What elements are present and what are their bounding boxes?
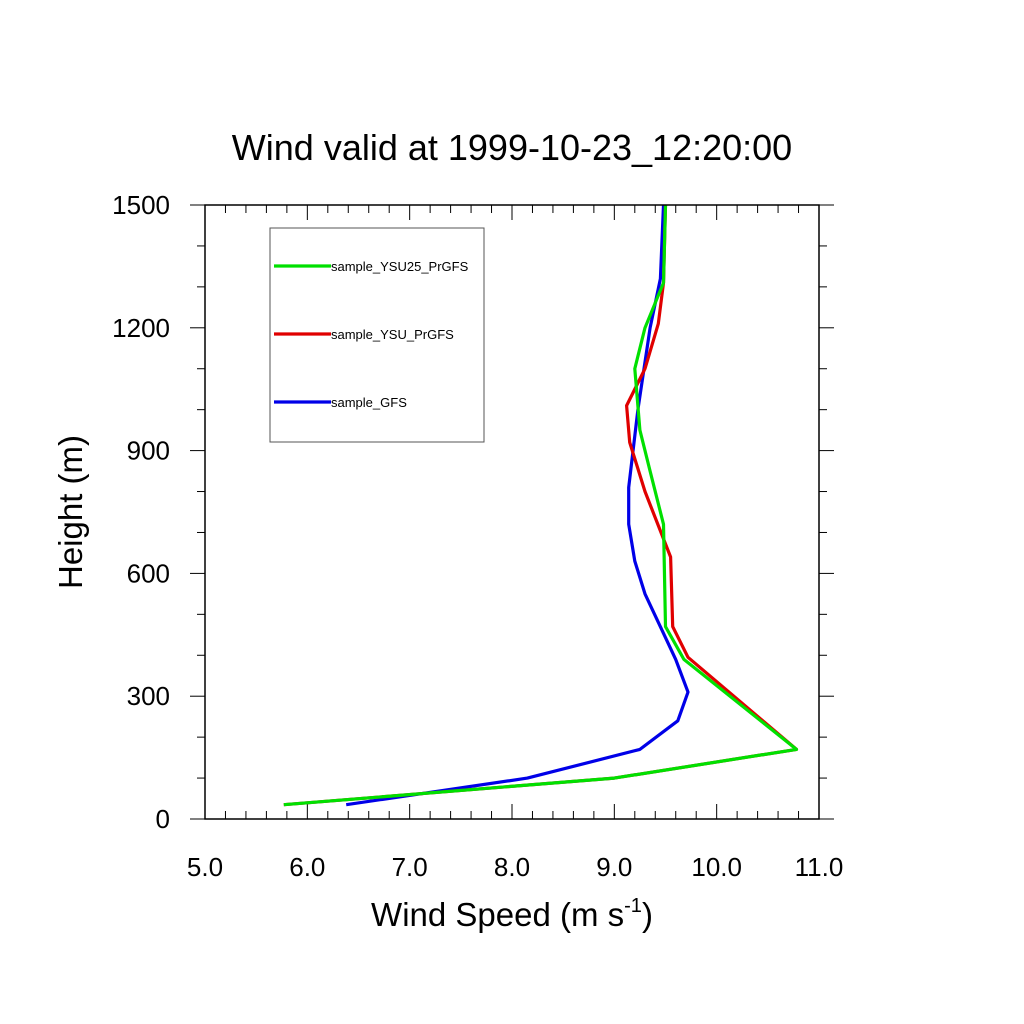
x-tick-label: 8.0 bbox=[494, 852, 530, 882]
series-line-sample_GFS bbox=[345, 204, 690, 807]
x-tick-label: 9.0 bbox=[596, 852, 632, 882]
y-tick-label: 1200 bbox=[112, 313, 170, 343]
y-tick-label: 900 bbox=[127, 436, 170, 466]
x-tick-label: 11.0 bbox=[795, 852, 844, 882]
legend-label: sample_YSU_PrGFS bbox=[331, 327, 454, 342]
y-tick-label: 1500 bbox=[112, 190, 170, 220]
y-tick-label: 0 bbox=[156, 804, 170, 834]
x-tick-labels: 5.0 6.0 7.0 8.0 9.0 10.0 11.0 bbox=[187, 852, 843, 882]
x-tick-label: 7.0 bbox=[392, 852, 428, 882]
y-tick-labels: 0 300 600 900 1200 1500 bbox=[112, 190, 170, 834]
legend: sample_YSU25_PrGFS sample_YSU_PrGFSsample… bbox=[269, 227, 485, 443]
x-axis-label-close: ) bbox=[642, 896, 653, 933]
x-tick-label: 5.0 bbox=[187, 852, 223, 882]
x-axis-label: Wind Speed (m s-1) bbox=[371, 895, 653, 933]
x-tick-label: 10.0 bbox=[691, 852, 742, 882]
x-tick-label: 6.0 bbox=[289, 852, 325, 882]
series-lines bbox=[283, 204, 799, 807]
legend-label: sample_YSU25_PrGFS bbox=[331, 259, 469, 274]
legend-items: sample_YSU25_PrGFS sample_YSU_PrGFSsample… bbox=[274, 259, 469, 410]
plot-frame bbox=[204, 204, 820, 820]
y-tick-label: 300 bbox=[127, 681, 170, 711]
y-axis-label: Height (m) bbox=[52, 435, 89, 589]
y-tick-label: 600 bbox=[127, 558, 170, 588]
series-line-sample_YSU25_PrGFS bbox=[283, 204, 799, 807]
x-axis-label-superscript: -1 bbox=[624, 895, 642, 917]
legend-label: sample_GFS bbox=[331, 395, 407, 410]
x-axis-label-main: Wind Speed (m s bbox=[371, 896, 624, 933]
chart-title: Wind valid at 1999-10-23_12:20:00 bbox=[232, 127, 792, 168]
